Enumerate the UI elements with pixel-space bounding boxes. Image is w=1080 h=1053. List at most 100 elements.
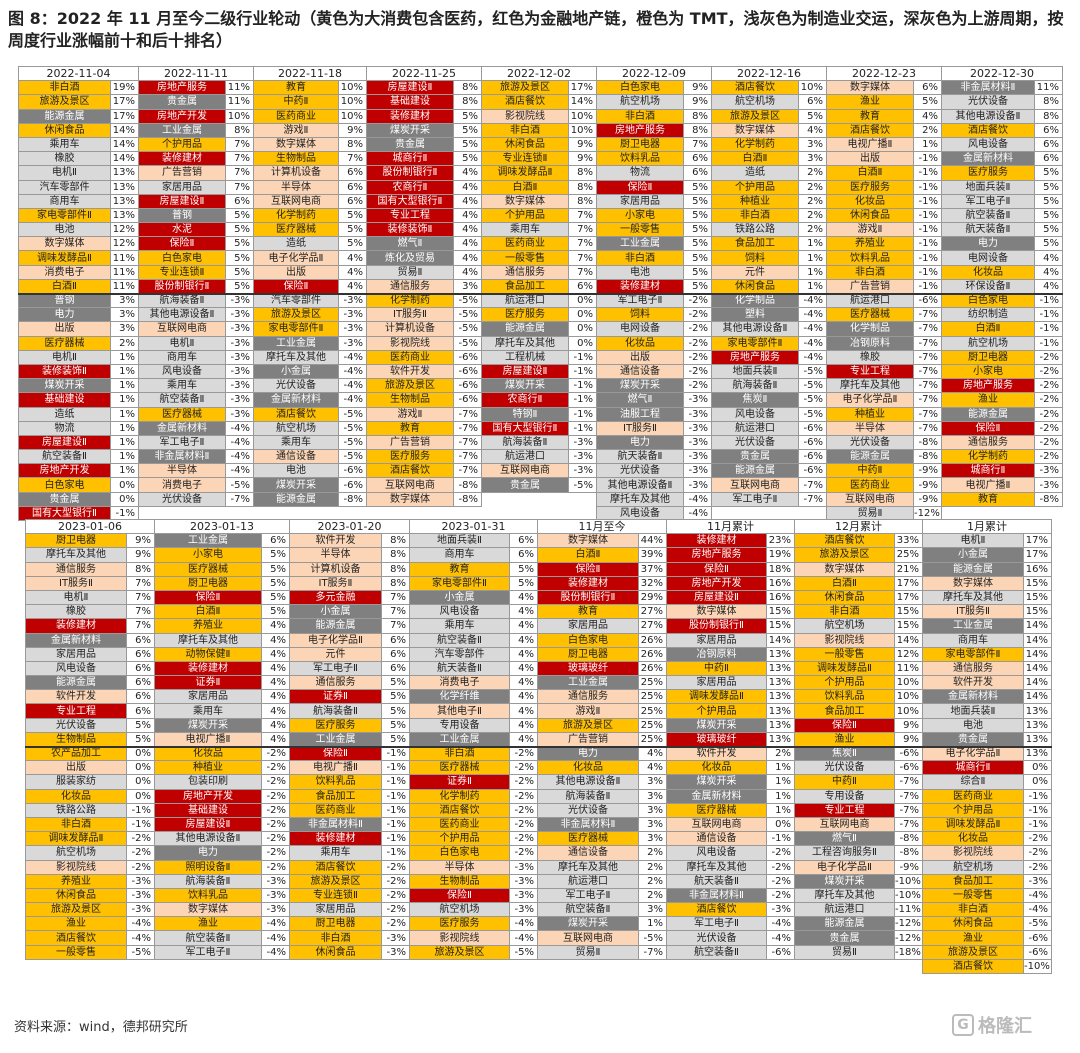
industry-name: 地面兵装Ⅱ <box>941 179 1035 195</box>
industry-name: 饮料乳品 <box>154 887 262 904</box>
rank-row: 航运港口 0% <box>481 292 597 309</box>
weekly-return: 5% <box>261 604 290 620</box>
weekly-return: -4% <box>338 378 367 394</box>
weekly-return: 17% <box>1023 533 1052 549</box>
rank-row: 软件开发 2% <box>666 745 795 762</box>
industry-name: 化学制药 <box>409 788 510 804</box>
rank-row: 纺织制造 -1% <box>941 307 1063 323</box>
rank-row: 互联网电商 -3% <box>481 463 597 479</box>
rank-row: 航海装备Ⅱ -3% <box>138 292 254 309</box>
weekly-return: -1% <box>568 392 597 408</box>
industry-name: 电视广播Ⅱ <box>826 136 914 153</box>
rank-row: 化妆品 -1% <box>826 193 942 209</box>
industry-name: 工业金属 <box>253 335 339 351</box>
weekly-return: 17% <box>568 80 597 96</box>
weekly-return: 5% <box>913 94 942 110</box>
weekly-return: 1% <box>798 236 827 252</box>
industry-name: 化妆品 <box>537 760 639 776</box>
industry-name: 家居用品 <box>666 632 767 648</box>
weekly-return: 11% <box>225 80 254 96</box>
rank-row: 航天装备Ⅱ 5% <box>941 222 1063 238</box>
weekly-return: 1% <box>110 406 139 422</box>
rank-row: 油服工程 -3% <box>596 406 712 422</box>
industry-name: 乘用车 <box>154 703 262 719</box>
rank-row: 出版 4% <box>253 264 367 280</box>
rank-row: 煤炭开采 5% <box>366 122 482 138</box>
rank-row: 电机Ⅱ 7% <box>25 589 155 606</box>
rank-row: 酒店餐饮 -2% <box>289 859 410 875</box>
rank-row: 酒店餐饮 -2% <box>409 802 538 818</box>
weekly-return: -2% <box>1023 831 1052 847</box>
industry-name: 旅游及景区 <box>922 944 1024 960</box>
weekly-return: 9% <box>894 717 923 733</box>
rank-row: 非白酒 8% <box>596 108 712 124</box>
rank-row: 通信服务 8% <box>25 561 155 577</box>
weekly-return: -3% <box>338 321 367 337</box>
industry-name: 消费电子 <box>18 264 111 280</box>
rank-row: 食品加工 10% <box>794 703 923 719</box>
rank-row: 旅游及景区 17% <box>18 94 139 110</box>
industry-name: 数字媒体 <box>18 236 111 252</box>
weekly-return: 5% <box>225 207 254 224</box>
rank-row: 出版 -2% <box>596 349 712 365</box>
weekly-return: -3% <box>225 406 254 422</box>
weekly-return: -7% <box>894 816 923 833</box>
industry-name: 生物制品 <box>366 392 454 408</box>
rank-row: 出版 0% <box>25 760 155 776</box>
industry-name: 调味发酵品Ⅱ <box>794 660 895 677</box>
industry-name: 一般零售 <box>25 944 127 960</box>
weekly-return: 6% <box>126 632 155 648</box>
rank-row: 影视院线 -2% <box>25 859 155 875</box>
rank-row: 非白酒 -3% <box>289 930 410 946</box>
weekly-return: -2% <box>766 859 795 875</box>
weekly-return: -3% <box>381 930 410 946</box>
weekly-return: 44% <box>638 533 667 549</box>
weekly-return: -11% <box>894 902 923 918</box>
rank-row: 摩托车及其他 -2% <box>666 859 795 875</box>
industry-name: 装修建材 <box>138 151 226 167</box>
industry-name: 软件开发 <box>25 689 127 705</box>
weekly-return: 14% <box>1023 632 1052 648</box>
weekly-return: -4% <box>126 930 155 946</box>
industry-name: 贵金属 <box>711 449 799 465</box>
rank-row: 电视广播Ⅱ -3% <box>941 477 1063 493</box>
weekly-return: 13% <box>766 703 795 719</box>
weekly-return: 5% <box>261 547 290 563</box>
weekly-return: -7% <box>913 378 942 394</box>
weekly-return: 1% <box>110 349 139 365</box>
rank-row: 航空装备Ⅱ 4% <box>409 632 538 648</box>
industry-name: 房屋建设Ⅱ <box>366 80 454 96</box>
industry-name: 计算机设备 <box>289 561 382 577</box>
rank-row: 专用设备 4% <box>409 717 538 733</box>
rank-row: 摩托车及其他 4% <box>154 632 290 648</box>
rank-row: 通信设备 -5% <box>253 449 367 465</box>
weekly-return: -2% <box>126 859 155 875</box>
industry-name: 乘用车 <box>409 618 510 634</box>
weekly-return: 13% <box>766 717 795 733</box>
rank-row: 通信设备 -1% <box>666 831 795 847</box>
weekly-return: 11% <box>1034 80 1063 96</box>
weekly-return: -7% <box>453 449 482 465</box>
industry-name: 造纸 <box>253 236 339 252</box>
rank-row: 证券Ⅱ 5% <box>289 689 410 705</box>
industry-name: 饲料 <box>711 250 799 266</box>
weekly-return: 0% <box>568 292 597 309</box>
rank-row: IT服务Ⅱ 15% <box>922 604 1052 620</box>
weekly-return: -3% <box>683 449 712 465</box>
rank-row: 电机Ⅱ 17% <box>922 533 1052 549</box>
weekly-return: 1% <box>110 463 139 479</box>
weekly-return: 9% <box>568 136 597 153</box>
weekly-return: -3% <box>225 349 254 365</box>
industry-name: 医药商业 <box>366 349 454 365</box>
weekly-return: -3% <box>261 887 290 904</box>
rank-row: 国有大型银行Ⅱ 4% <box>366 193 482 209</box>
rank-row: 休闲食品 -3% <box>25 887 155 904</box>
rank-row: 种植业 2% <box>711 193 827 209</box>
rank-row: 数字媒体 -8% <box>366 491 482 507</box>
industry-name: 一般零售 <box>922 887 1024 904</box>
rank-row: 乘用车 4% <box>409 618 538 634</box>
rank-row: 特钢Ⅱ -1% <box>481 406 597 422</box>
weekly-return: -2% <box>1034 392 1063 408</box>
weekly-return: -4% <box>766 916 795 932</box>
industry-name: 金属新材料 <box>25 632 127 648</box>
